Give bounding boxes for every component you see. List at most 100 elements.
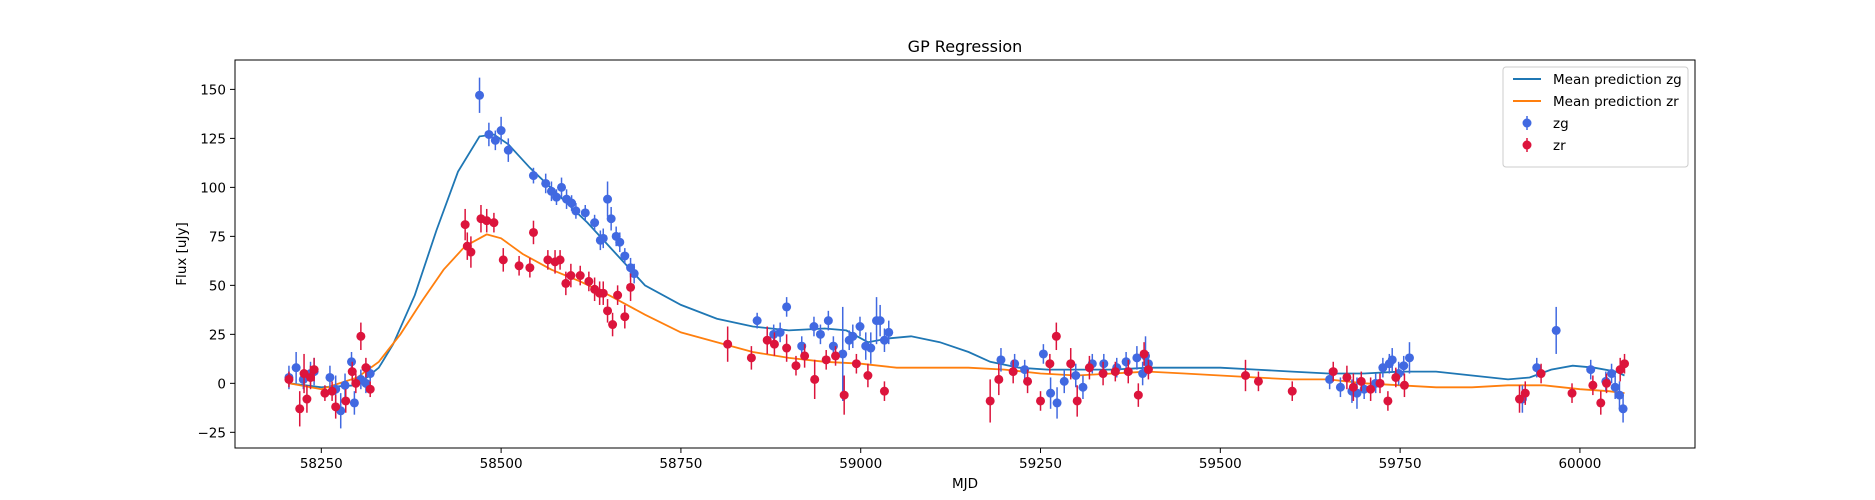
data-point-zr [821,350,831,370]
data-point-zr [327,381,337,401]
y-tick-label: 0 [217,376,226,392]
data-point-zr [1567,383,1577,403]
y-tick-label: 100 [200,180,226,196]
legend-item: zr [1522,138,1566,154]
data-point-zg [484,122,494,147]
data-point-zg [848,324,858,349]
data-point-zg [603,181,613,217]
data-point-zr [613,285,623,305]
x-tick-label: 59750 [1379,456,1422,472]
data-point-zr [543,250,553,270]
data-point-zr [782,334,792,362]
data-point-zr [831,346,841,366]
data-point-zr [851,353,861,374]
y-tick-label: 75 [209,229,226,245]
data-point-zg [1551,306,1561,354]
data-point-zg [528,167,538,184]
data-point-zr [555,250,565,270]
data-point-zg [1378,357,1388,378]
data-point-zg [620,248,630,264]
data-point-zr [1253,371,1263,392]
data-point-zr [1123,359,1133,384]
data-point-zg [1052,387,1062,419]
data-point-zr [1036,391,1046,411]
data-point-zr [575,265,585,286]
data-point-zg [291,351,301,384]
data-point-zr [466,236,476,268]
data-point-zg [1614,381,1624,409]
data-point-zg [1618,395,1628,423]
data-point-zg [349,391,359,415]
x-tick-label: 58500 [480,456,523,472]
data-point-zg [866,332,876,364]
data-point-zr [1596,391,1606,415]
legend-item: Mean prediction zg [1513,72,1682,88]
chart-title: GP Regression [908,37,1023,56]
data-point-zr [1008,359,1018,384]
data-point-zr [626,273,636,302]
data-point-zr [810,359,820,400]
data-point-zg [1132,346,1142,370]
data-point-zr [791,355,801,376]
data-point-zr [1391,367,1401,388]
data-point-zg [598,228,608,249]
data-point-zr [620,304,630,329]
data-point-zr [994,363,1004,396]
data-point-zr [1143,359,1153,380]
data-point-zr [608,312,618,337]
data-point-zg [855,316,865,337]
data-point-zg [809,316,819,337]
data-point-zr [1520,381,1530,405]
data-point-zg [557,177,567,198]
legend-item: zg [1522,116,1569,132]
data-point-zr [299,353,309,394]
data-point-zr [1287,381,1297,401]
data-point-zr [295,391,305,427]
data-point-zr [1328,361,1338,382]
data-point-zg [475,77,485,113]
data-point-zg [875,304,885,337]
legend-box [1502,66,1689,168]
data-point-zr [1536,363,1546,384]
data-point-zg [546,181,556,202]
data-point-zg [1399,355,1409,376]
data-point-zg [490,130,500,151]
data-point-zr [356,322,366,351]
legend-label: zr [1553,138,1566,154]
data-point-zr [365,381,375,398]
x-tick-label: 60000 [1558,456,1601,472]
data-point-zr [1066,348,1076,380]
x-tick-label: 59000 [839,456,882,472]
data-point-zr [1072,385,1082,417]
legend-label: zg [1553,116,1569,132]
data-point-zr [1240,359,1250,392]
data-point-zr [1399,373,1409,398]
x-tick-label: 58250 [300,456,343,472]
data-point-zg [1078,375,1088,400]
data-point-zg [1071,363,1081,388]
axes: 58250 58500 58750 59000 59250 59500 59750 60000… [198,59,1696,472]
x-tick-label: 58750 [659,456,702,472]
x-axis-label: MJD [952,476,978,492]
data-point-zg [1607,363,1617,384]
data-point-zg [606,206,616,231]
data-point-zr [482,208,492,233]
data-point-zr [1515,385,1525,413]
plot-area [284,77,1630,429]
data-point-zr [1023,369,1033,394]
data-point-zr [985,379,995,423]
y-tick-label: 150 [200,82,226,98]
data-point-zg [1046,377,1056,409]
data-point-zg [580,205,590,221]
data-point-zr [284,371,294,388]
data-point-zr [1366,377,1376,401]
data-point-zr [1051,322,1061,351]
data-point-zr [1356,371,1366,392]
legend-label: Mean prediction zg [1553,72,1682,88]
data-point-zg [615,232,625,253]
data-point-zg [571,203,581,219]
data-point-zr [584,271,594,292]
data-point-zg [496,116,506,145]
data-point-zr [1342,365,1352,390]
data-point-zr [528,220,538,245]
